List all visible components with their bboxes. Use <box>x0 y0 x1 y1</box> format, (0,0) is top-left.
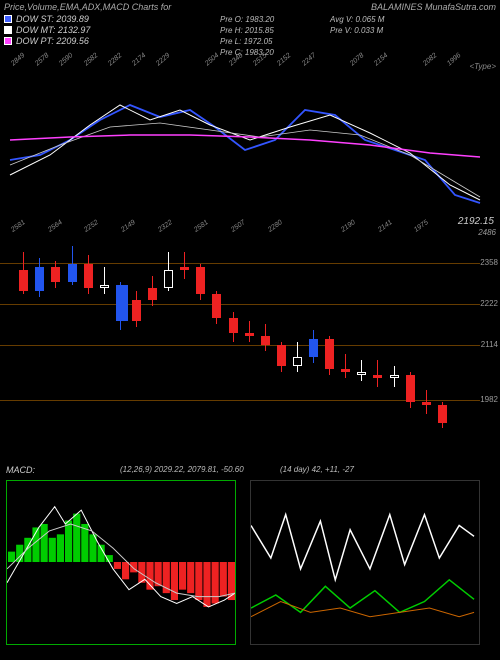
adx-params: (14 day) 42, +11, -27 <box>280 465 354 474</box>
title-left: Price,Volume,EMA,ADX,MACD Charts for <box>4 2 171 12</box>
legend-swatch <box>4 15 12 23</box>
legend-text: DOW ST: 2039.89 <box>16 14 89 24</box>
legend-swatch <box>4 37 12 45</box>
volume-info: Avg V: 0.065 MPre V: 0.033 M <box>330 14 384 36</box>
macd-label: MACD: <box>6 465 35 475</box>
legend: DOW ST: 2039.89DOW MT: 2132.97DOW PT: 22… <box>4 14 90 47</box>
ema-chart <box>0 60 500 210</box>
ohlc-info: Pre O: 1983.20Pre H: 2015.85Pre L: 1972.… <box>220 14 274 58</box>
chart-title: Price,Volume,EMA,ADX,MACD Charts for BAL… <box>0 0 500 14</box>
adx-subchart <box>250 480 480 645</box>
candlestick-chart: 2358222221141982 <box>0 225 500 435</box>
legend-text: DOW MT: 2132.97 <box>16 25 90 35</box>
macd-params: (12,26,9) 2029.22, 2079.81, -50.60 <box>120 465 244 474</box>
axis-type-label: <Type> <box>469 62 496 71</box>
legend-text: DOW PT: 2209.56 <box>16 36 89 46</box>
title-right: BALAMINES MunafaSutra.com <box>371 2 496 12</box>
top-x-axis: 2849257825902582228221742229250423482515… <box>0 62 500 77</box>
legend-swatch <box>4 26 12 34</box>
macd-subchart <box>6 480 236 645</box>
